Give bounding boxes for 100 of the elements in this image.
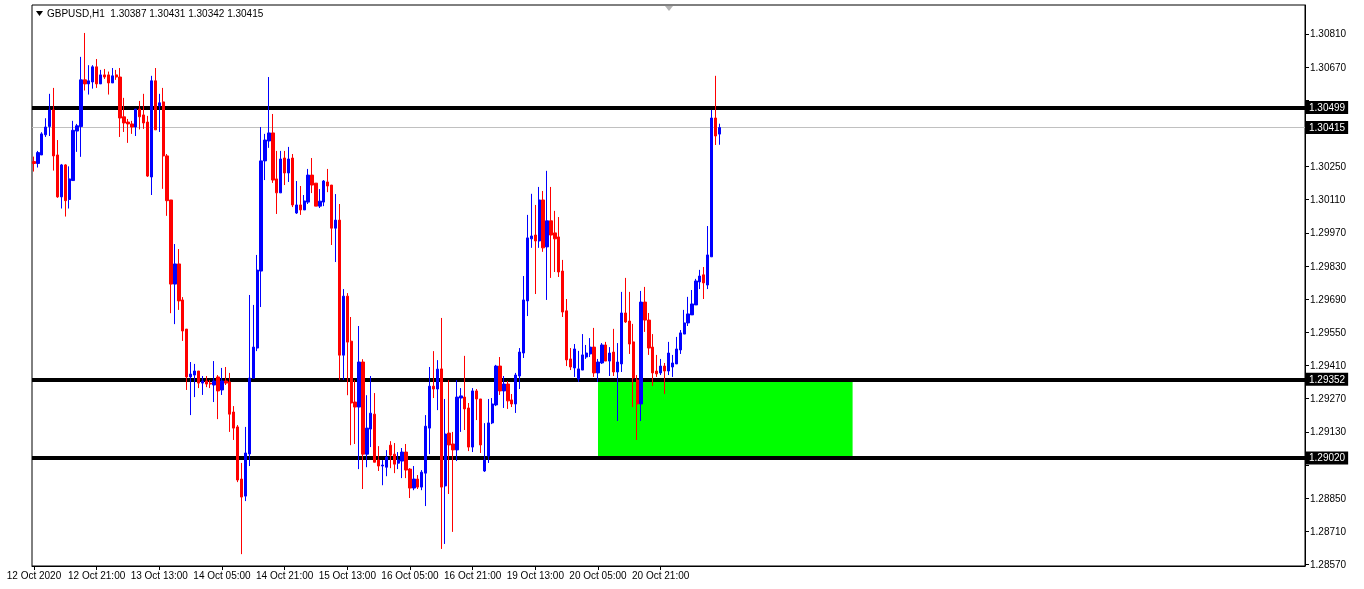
candlestick xyxy=(99,69,102,85)
chart-title: GBPUSD,H1 1.30387 1.30431 1.30342 1.30415 xyxy=(47,7,264,19)
candlestick xyxy=(342,288,345,381)
candlestick xyxy=(573,343,576,378)
candlestick xyxy=(534,204,537,295)
y-tick-label: 1.30810 xyxy=(1310,28,1347,40)
candlestick xyxy=(393,442,396,474)
candlestick xyxy=(48,93,51,137)
x-tick-label: 19 Oct 13:00 xyxy=(506,569,565,581)
candlestick xyxy=(589,337,592,358)
candlestick xyxy=(502,375,506,409)
y-tick-label: 1.29970 xyxy=(1310,227,1347,239)
candlestick xyxy=(338,203,341,381)
candlestick xyxy=(189,361,192,416)
candlestick xyxy=(663,362,666,395)
candlestick xyxy=(209,379,212,389)
candlestick xyxy=(718,123,721,146)
candlestick xyxy=(216,374,220,420)
x-tick-label: 12 Oct 2020 xyxy=(6,569,62,581)
candlestick xyxy=(639,290,643,422)
candlestick xyxy=(197,370,200,389)
candlestick xyxy=(118,67,122,138)
candlestick xyxy=(201,375,204,396)
candlestick xyxy=(357,325,361,470)
candlestick xyxy=(150,75,153,196)
candlestick xyxy=(659,358,662,376)
candlestick xyxy=(444,398,447,545)
candlestick xyxy=(334,193,337,263)
candlestick xyxy=(205,375,208,388)
x-tick-label: 16 Oct 05:00 xyxy=(381,569,440,581)
candlestick xyxy=(111,67,114,84)
candlestick xyxy=(592,327,596,378)
candlestick xyxy=(64,163,67,218)
candlestick xyxy=(154,67,157,131)
x-tick-label: 12 Oct 21:00 xyxy=(68,569,126,581)
y-tick-label: 1.28710 xyxy=(1310,525,1347,537)
candlestick xyxy=(416,474,419,490)
candlestick xyxy=(279,150,282,194)
candlestick xyxy=(158,93,161,133)
y-tick-label: 1.30110 xyxy=(1310,194,1346,206)
candlestick xyxy=(440,317,443,550)
y-tick-label: 1.28570 xyxy=(1310,559,1347,571)
candlestick xyxy=(60,163,63,209)
candlestick xyxy=(549,186,553,279)
candlestick xyxy=(134,108,137,137)
candlestick xyxy=(173,243,177,325)
x-tick-label: 20 Oct 21:00 xyxy=(632,569,690,581)
x-tick-label: 15 Oct 13:00 xyxy=(318,569,377,581)
candlestick xyxy=(322,179,325,207)
candlestick xyxy=(295,180,298,215)
candlestick xyxy=(287,146,290,183)
y-tick-label: 1.29130 xyxy=(1310,426,1347,438)
ref-line-label: 1.30415 xyxy=(1309,121,1346,133)
candlestick xyxy=(506,380,510,410)
y-tick-label: 1.29830 xyxy=(1310,260,1347,272)
y-tick-label: 1.29410 xyxy=(1310,360,1347,372)
candlestick xyxy=(604,341,607,362)
candlestick xyxy=(283,150,286,186)
y-tick-label: 1.30670 xyxy=(1310,61,1347,73)
candlestick xyxy=(361,358,365,490)
y-tick-label: 1.29270 xyxy=(1310,393,1347,405)
candlestick xyxy=(483,422,486,473)
candlestick xyxy=(412,465,416,491)
candlestick xyxy=(32,156,36,173)
x-tick-label: 14 Oct 21:00 xyxy=(256,569,314,581)
ref-line-label: 1.30499 xyxy=(1309,102,1346,114)
candlestick xyxy=(87,64,90,96)
y-tick-label: 1.30250 xyxy=(1310,161,1347,173)
x-tick-label: 16 Oct 21:00 xyxy=(444,569,502,581)
candlestick xyxy=(471,387,474,453)
ref-line-label: 1.29020 xyxy=(1309,452,1346,464)
candlestick xyxy=(702,266,705,300)
x-tick-label: 14 Oct 05:00 xyxy=(193,569,252,581)
x-tick-label: 20 Oct 05:00 xyxy=(569,569,628,581)
candlestick xyxy=(95,58,98,89)
ref-line-label: 1.29352 xyxy=(1309,373,1346,385)
x-tick-label: 13 Oct 13:00 xyxy=(130,569,189,581)
candlestick xyxy=(714,75,717,146)
y-tick-label: 1.29550 xyxy=(1310,326,1347,338)
candlestick xyxy=(608,346,611,377)
candlestick xyxy=(291,153,294,208)
candlestick xyxy=(79,56,83,158)
candlestick xyxy=(299,185,302,216)
y-tick-label: 1.29690 xyxy=(1310,293,1347,305)
candlestick xyxy=(498,356,502,396)
candlestick xyxy=(487,398,490,464)
candlestick xyxy=(667,341,670,376)
candlestick xyxy=(107,71,110,96)
candlestick xyxy=(538,186,541,249)
candlestick xyxy=(545,170,549,301)
candlestick xyxy=(220,367,224,396)
candlestick xyxy=(83,32,87,92)
candlestick xyxy=(455,379,459,462)
candlestick xyxy=(432,350,435,399)
candlestick xyxy=(436,359,439,411)
y-tick-label: 1.28850 xyxy=(1310,492,1347,504)
candlestick xyxy=(389,440,392,469)
candlestick xyxy=(400,447,404,479)
candlestick xyxy=(212,360,216,403)
candlestick xyxy=(541,190,545,253)
